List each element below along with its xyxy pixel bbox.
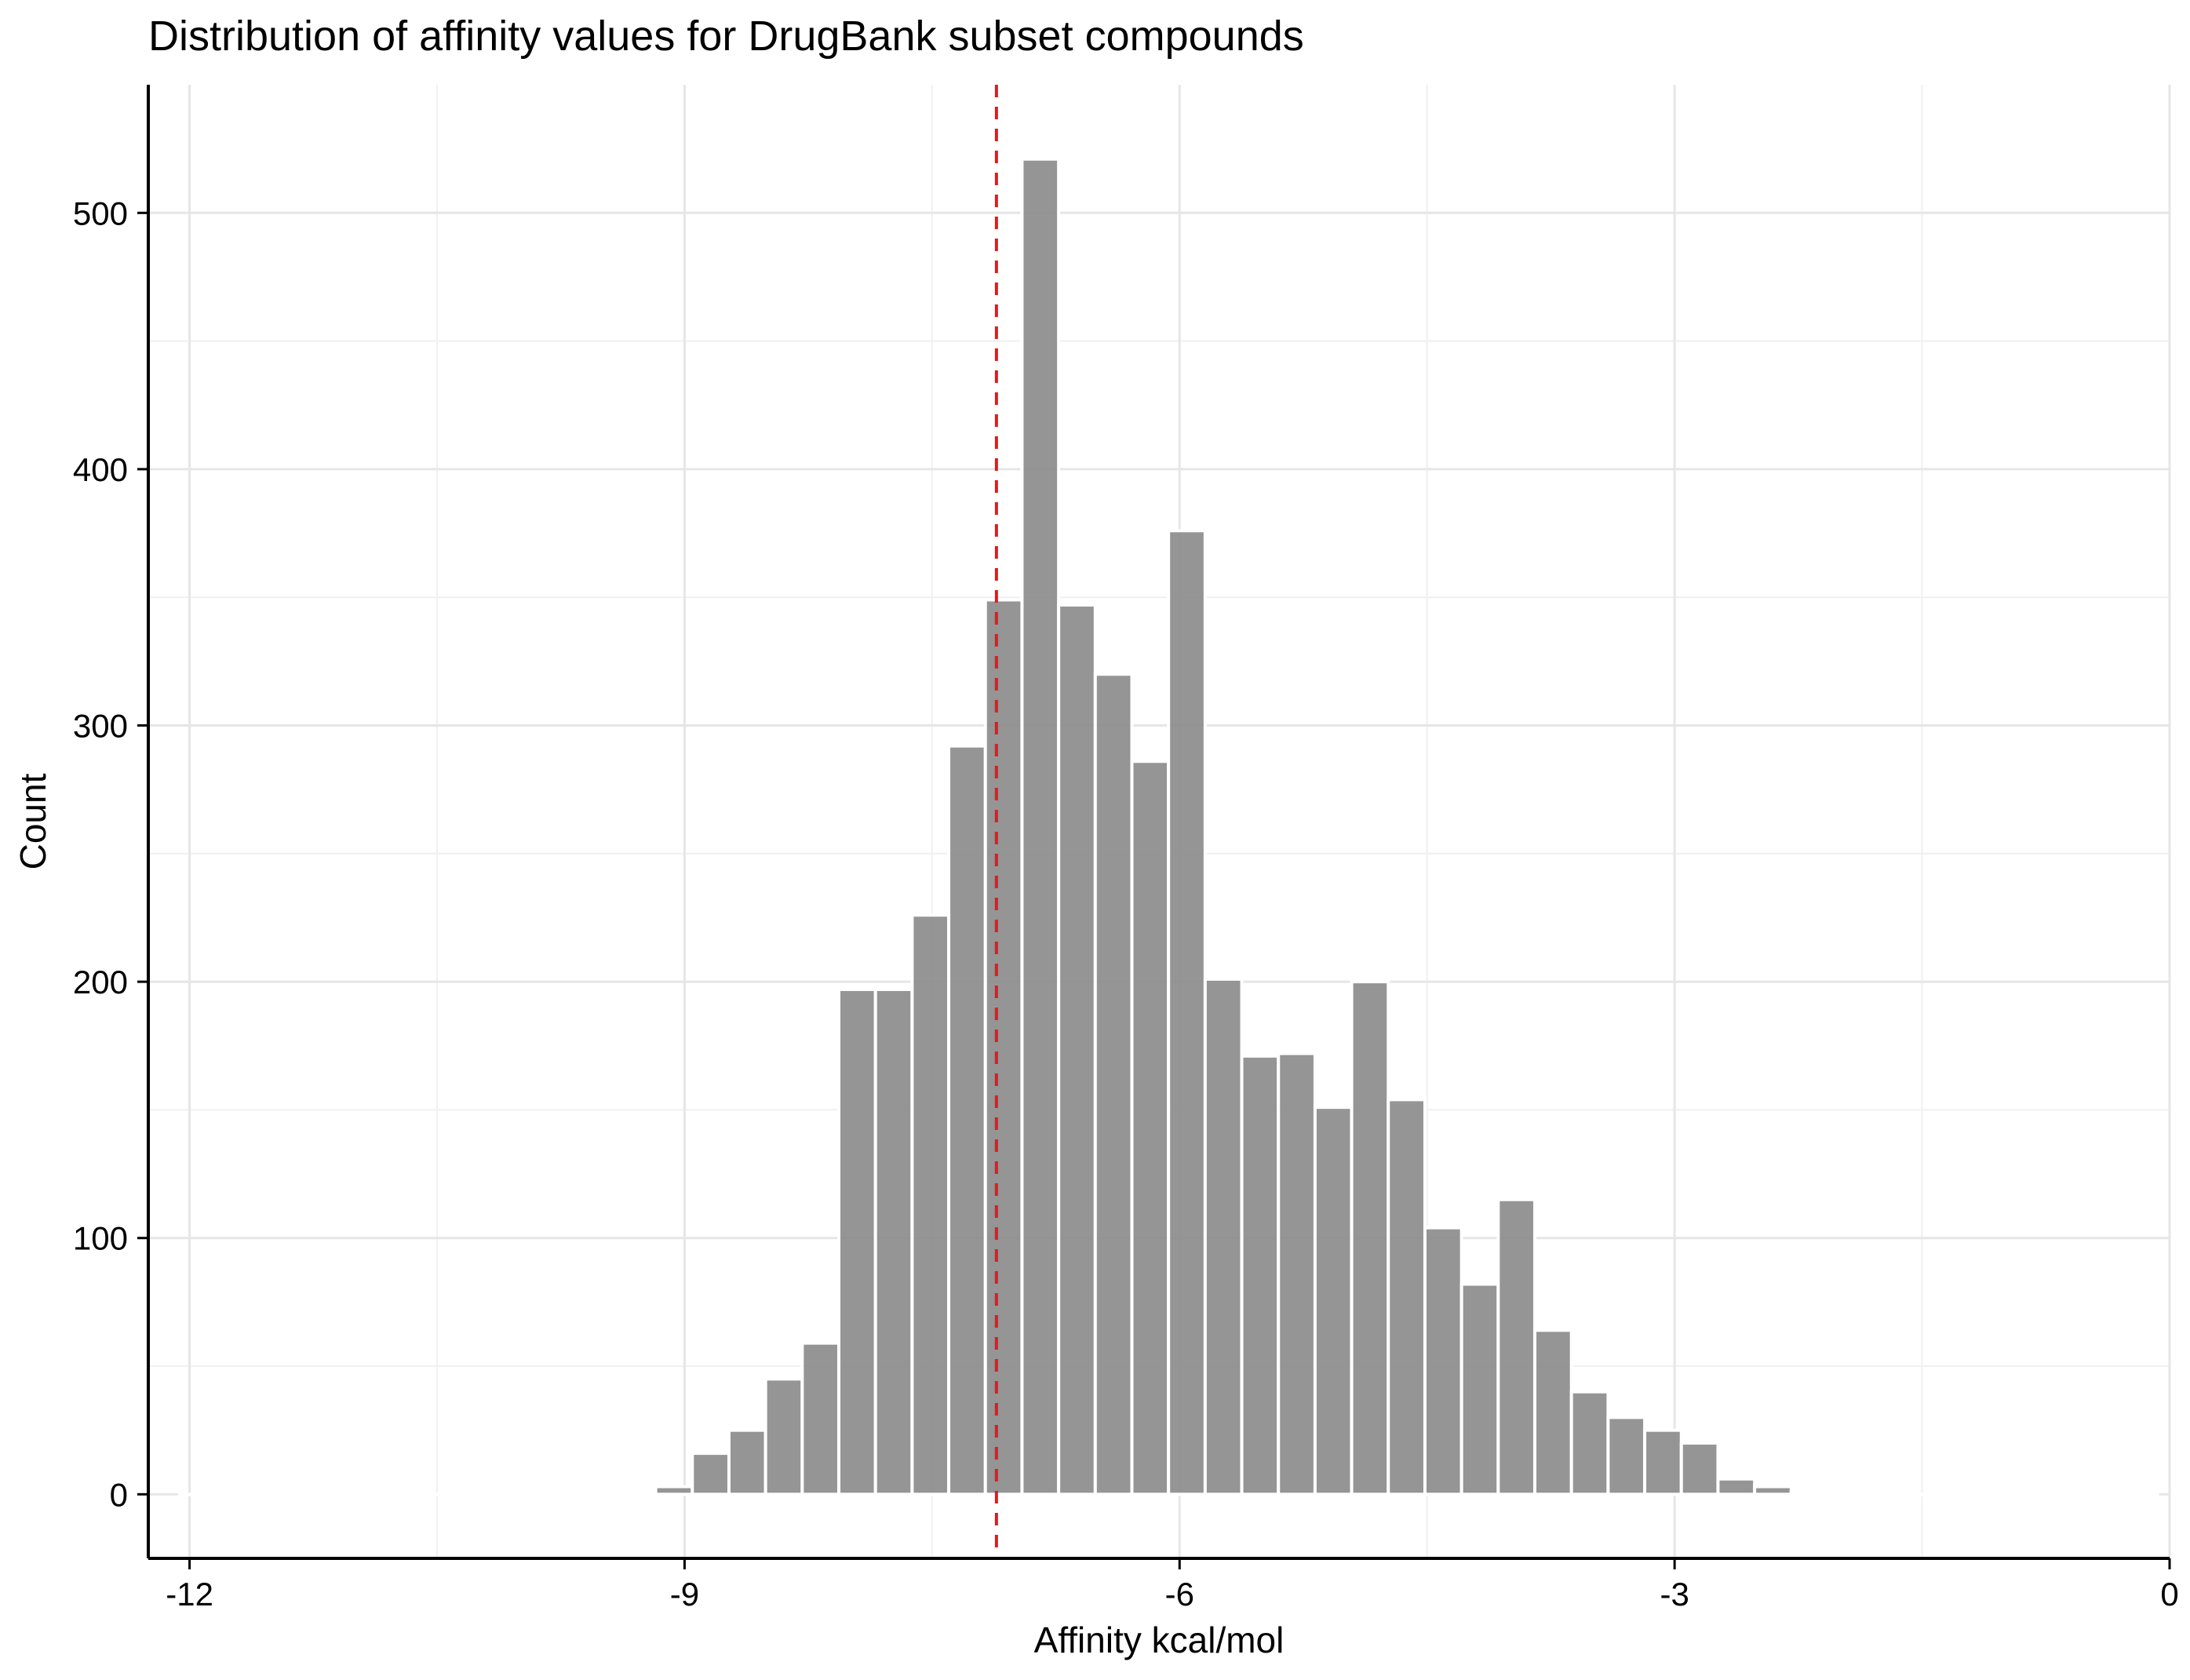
- y-tick-label: 300: [73, 708, 128, 745]
- histogram-bar: [1020, 157, 1061, 1496]
- histogram-bar: [251, 1492, 291, 1496]
- histogram-bar: [287, 1492, 328, 1496]
- histogram-bar: [1716, 1477, 1757, 1496]
- histogram-bar: [2119, 1492, 2159, 1496]
- histogram-bar: [837, 987, 877, 1496]
- x-axis-title: Affinity kcal/mol: [1034, 1620, 1284, 1660]
- histogram-bar: [1643, 1428, 1683, 1496]
- histogram-bar: [1863, 1492, 1903, 1496]
- histogram-bar: [800, 1341, 841, 1496]
- histogram-bar: [2083, 1492, 2123, 1496]
- histogram-bar: [2009, 1490, 2050, 1496]
- histogram-bar: [324, 1492, 365, 1496]
- y-tick-label: 0: [110, 1476, 128, 1513]
- x-tick-label: 0: [2160, 1576, 2178, 1613]
- histogram-bar: [1459, 1282, 1500, 1496]
- histogram-bar: [177, 1492, 218, 1496]
- histogram-bar: [1569, 1390, 1610, 1496]
- histogram-bar: [471, 1492, 511, 1496]
- histogram-bar: [873, 987, 914, 1496]
- histogram-bar: [1423, 1226, 1463, 1496]
- histogram-bar: [1533, 1328, 1573, 1496]
- histogram-bar: [434, 1492, 475, 1496]
- histogram-bar: [691, 1452, 731, 1496]
- histogram-bars: [177, 157, 2159, 1496]
- histogram-bar: [1093, 672, 1134, 1496]
- histogram-bar: [2046, 1492, 2086, 1496]
- histogram-bar: [1753, 1485, 1793, 1496]
- histogram-bar: [507, 1492, 548, 1496]
- histogram-bar: [983, 598, 1024, 1496]
- histogram-bar: [397, 1492, 438, 1496]
- histogram-bar: [727, 1428, 767, 1496]
- x-tick-label: -6: [1165, 1576, 1194, 1613]
- y-tick-label: 500: [73, 195, 128, 231]
- x-tick-label: -9: [670, 1576, 699, 1613]
- histogram-bar: [581, 1492, 621, 1496]
- x-axis-ticks: -12 -9 -6 -3 0: [166, 1558, 2179, 1613]
- histogram-bar: [1130, 760, 1171, 1496]
- histogram-bar: [1240, 1054, 1281, 1496]
- histogram-bar: [910, 913, 951, 1496]
- histogram-bar: [214, 1492, 255, 1496]
- y-tick-label: 200: [73, 964, 128, 1000]
- x-tick-label: -12: [166, 1576, 213, 1613]
- histogram-bar: [1203, 977, 1244, 1496]
- histogram-bar: [1936, 1492, 1977, 1496]
- histogram-bar: [763, 1377, 804, 1496]
- histogram-bar: [1899, 1492, 1940, 1496]
- histogram-bar: [947, 744, 987, 1496]
- histogram-bar: [1679, 1441, 1720, 1496]
- histogram-bar: [654, 1485, 694, 1496]
- y-axis-ticks: 0 100 200 300 400 500: [73, 195, 148, 1513]
- y-tick-label: 400: [73, 451, 128, 488]
- histogram-bar: [361, 1492, 401, 1496]
- histogram-bar: [1350, 980, 1390, 1496]
- y-tick-label: 100: [73, 1220, 128, 1257]
- histogram-bar: [1387, 1098, 1427, 1496]
- histogram-bar: [1167, 529, 1207, 1496]
- histogram-bar: [1057, 603, 1097, 1496]
- chart-title: Distribution of affinity values for Drug…: [148, 13, 1304, 60]
- histogram-bar: [1313, 1106, 1354, 1496]
- x-tick-label: -3: [1660, 1576, 1689, 1613]
- histogram-bar: [1606, 1416, 1647, 1496]
- histogram-bar: [544, 1492, 585, 1496]
- histogram-bar: [1973, 1492, 2013, 1496]
- histogram-bar: [1826, 1492, 1867, 1496]
- histogram-bar: [1277, 1051, 1317, 1496]
- histogram-bar: [617, 1490, 658, 1496]
- y-axis-title: Count: [13, 773, 53, 869]
- histogram-bar: [1496, 1197, 1537, 1496]
- histogram-bar: [1789, 1490, 1830, 1496]
